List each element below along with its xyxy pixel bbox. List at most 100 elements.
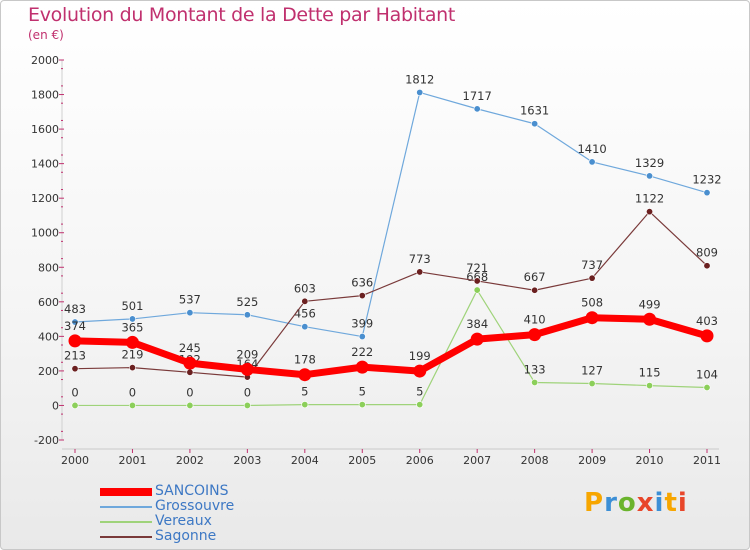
data-point: [355, 360, 369, 374]
data-label: 1631: [520, 104, 549, 118]
data-point: [646, 382, 654, 390]
data-point: [531, 286, 539, 294]
y-tick-label: 600: [38, 296, 59, 309]
data-label: 374: [64, 319, 86, 333]
data-point: [703, 383, 711, 391]
data-point: [71, 318, 79, 326]
data-point: [186, 401, 194, 409]
data-point: [243, 401, 251, 409]
data-label: 1232: [692, 173, 721, 187]
data-point: [301, 323, 309, 331]
data-point: [646, 172, 654, 180]
data-label: 399: [351, 317, 373, 331]
series-line-sancoins: [71, 314, 711, 379]
data-label: 133: [524, 362, 546, 376]
data-point: [703, 189, 711, 197]
data-point: [473, 286, 481, 294]
data-label: 483: [64, 302, 86, 316]
data-label: 0: [244, 385, 251, 399]
data-point: [470, 332, 484, 346]
data-label: 537: [179, 293, 201, 307]
data-label: 115: [639, 366, 661, 380]
y-tick-label: 1600: [31, 123, 59, 136]
y-tick-label: 1800: [31, 89, 59, 102]
x-tick-label: 2002: [176, 454, 204, 467]
data-point: [125, 335, 139, 349]
data-point: [473, 105, 481, 113]
data-point: [588, 158, 596, 166]
data-label: 456: [294, 307, 316, 321]
legend-swatch: [100, 536, 152, 538]
data-point: [531, 120, 539, 128]
x-tick-label: 2003: [233, 454, 261, 467]
data-label: 219: [121, 348, 143, 362]
series-line-grossouvre: [74, 91, 708, 338]
logo-letter: P: [584, 488, 605, 518]
data-point: [413, 364, 427, 378]
data-point: [473, 277, 481, 285]
data-label: 1329: [635, 156, 664, 170]
legend-swatch: [100, 521, 152, 523]
data-label: 384: [466, 317, 488, 331]
data-point: [186, 368, 194, 376]
data-label: 5: [359, 385, 366, 399]
data-point: [358, 292, 366, 300]
y-tick-label: 1000: [31, 227, 59, 240]
data-label: 403: [696, 314, 718, 328]
legend-swatch: [100, 506, 152, 508]
series-line-vereaux: [74, 289, 708, 407]
data-label: 737: [581, 258, 603, 272]
data-point: [585, 311, 599, 325]
data-label: 667: [524, 270, 546, 284]
data-label: 178: [294, 353, 316, 367]
data-point: [71, 365, 79, 373]
data-point: [588, 380, 596, 388]
legend-label: Vereaux: [155, 513, 212, 529]
data-label: 222: [351, 345, 373, 359]
data-point: [301, 297, 309, 305]
data-point: [531, 378, 539, 386]
logo-letter: o: [617, 488, 637, 518]
data-label: 499: [639, 297, 661, 311]
data-point: [183, 356, 197, 370]
data-label: 809: [696, 246, 718, 260]
data-label: 127: [581, 364, 603, 378]
data-label: 603: [294, 281, 316, 295]
data-point: [68, 334, 82, 348]
data-point: [643, 312, 657, 326]
data-point: [358, 333, 366, 341]
chart-title: Evolution du Montant de la Dette par Hab…: [28, 4, 456, 26]
logo-letter: t: [664, 488, 678, 518]
data-point: [128, 364, 136, 372]
data-label: 199: [409, 349, 431, 363]
data-point: [301, 401, 309, 409]
logo-letter: r: [604, 488, 618, 518]
legend-label: SANCOINS: [155, 483, 229, 499]
y-tick-label: 1200: [31, 192, 59, 205]
data-label: 773: [409, 252, 431, 266]
y-tick-label: 200: [38, 365, 59, 378]
data-point: [646, 208, 654, 216]
x-tick-label: 2008: [521, 454, 549, 467]
x-tick-label: 2006: [406, 454, 434, 467]
data-label: 1812: [405, 72, 434, 86]
logo-letter: i: [677, 488, 688, 518]
data-label: 1410: [577, 142, 606, 156]
data-label: 104: [696, 367, 718, 381]
chart-subtitle: (en €): [28, 28, 64, 42]
data-label: 1717: [463, 89, 492, 103]
data-point: [700, 329, 714, 343]
data-label: 721: [466, 261, 488, 275]
data-label: 213: [64, 349, 86, 363]
x-tick-label: 2011: [693, 454, 721, 467]
y-tick-label: 800: [38, 261, 59, 274]
legend-label: Sagonne: [155, 528, 217, 544]
data-label: 245: [179, 341, 201, 355]
data-point: [243, 311, 251, 319]
data-point: [128, 315, 136, 323]
data-point: [416, 401, 424, 409]
data-point: [186, 309, 194, 317]
y-tick-label: 2000: [31, 54, 59, 67]
